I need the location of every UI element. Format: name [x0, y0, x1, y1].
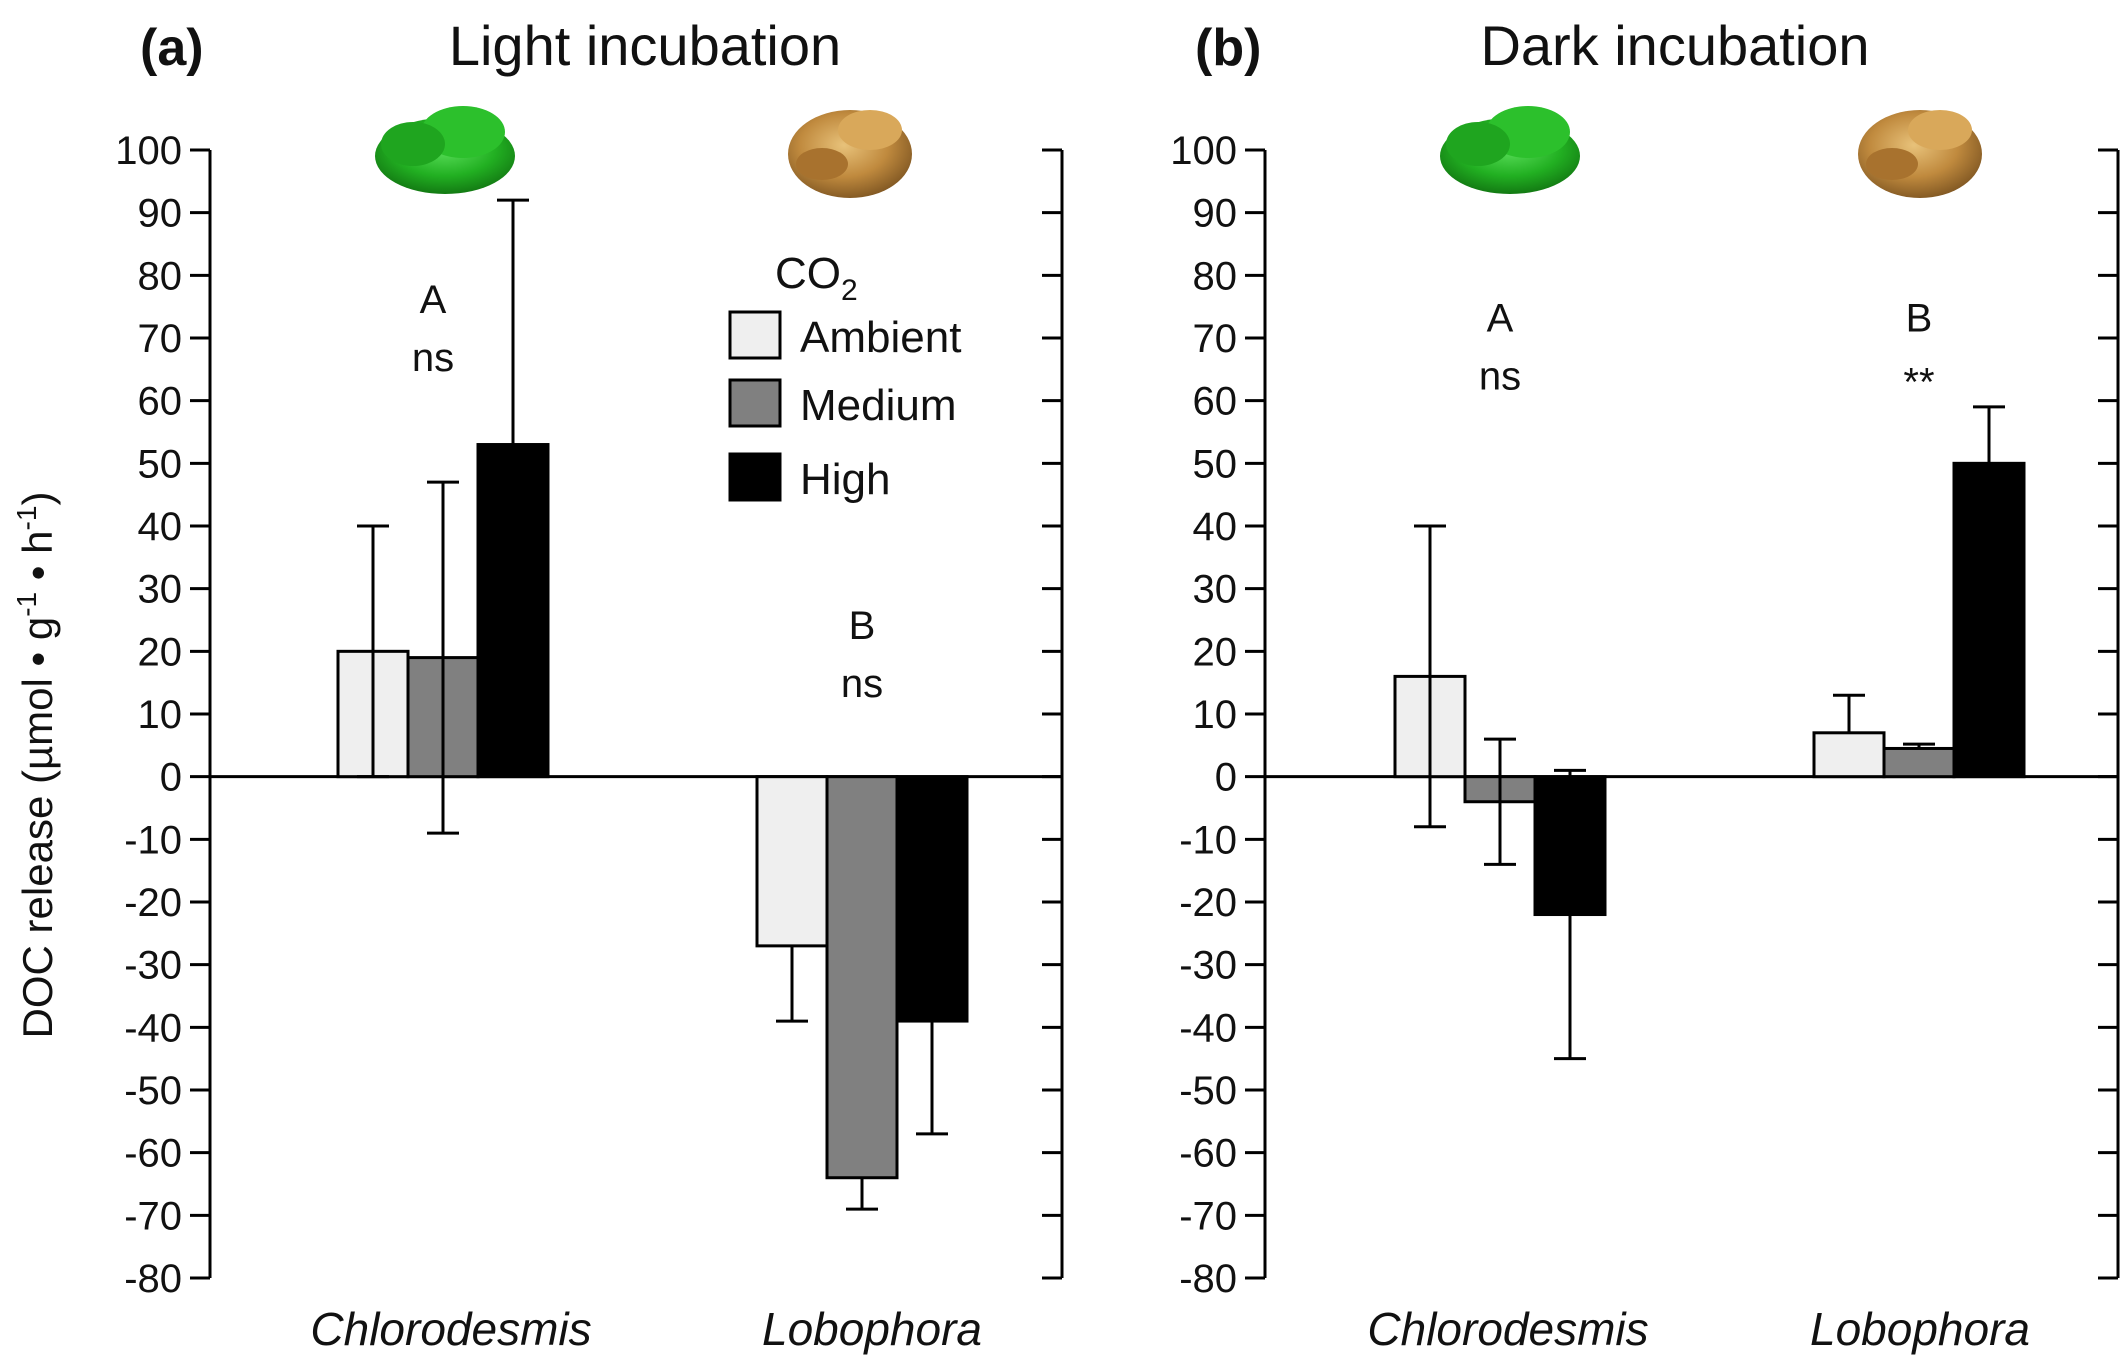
y-tick-label: 40 — [1193, 505, 1238, 549]
y-tick-label: 80 — [138, 254, 183, 298]
green-algae-icon — [1440, 106, 1580, 194]
green-algae-icon — [375, 106, 515, 194]
y-tick-label: 30 — [138, 568, 183, 612]
brown-algae-lobe — [1908, 110, 1972, 150]
y-axis-label: DOC release (µmol • g-1 • h-1) — [11, 492, 61, 1039]
brown-algae-lobe — [796, 148, 848, 180]
y-tick-label: 90 — [138, 192, 183, 236]
y-tick-label: -30 — [1179, 944, 1237, 988]
y-tick-label: 70 — [1193, 317, 1238, 361]
panel-title: Light incubation — [449, 14, 841, 77]
panel-title: Dark incubation — [1480, 14, 1869, 77]
y-tick-label: 0 — [1215, 756, 1237, 800]
y-tick-label: 70 — [138, 317, 183, 361]
bar-high-lobophora — [1952, 461, 2026, 779]
brown-algae-icon — [788, 110, 912, 198]
annotation-significance: ns — [412, 336, 454, 380]
y-tick-label: -60 — [124, 1132, 182, 1176]
y-tick-label: -50 — [124, 1069, 182, 1113]
green-algae-tuft — [1446, 122, 1510, 166]
panel-label: (b) — [1195, 19, 1261, 77]
bar-high-lobophora — [895, 775, 969, 1023]
y-tick-label: -20 — [124, 881, 182, 925]
legend-label-medium: Medium — [800, 381, 957, 430]
brown-algae-icon — [1858, 110, 1982, 198]
bar-high-chlorodesmis — [476, 443, 550, 779]
y-tick-label: 30 — [1193, 568, 1238, 612]
y-tick-label: 40 — [138, 505, 183, 549]
y-tick-label: 10 — [1193, 693, 1238, 737]
brown-algae-lobe — [1866, 148, 1918, 180]
y-tick-label: -20 — [1179, 881, 1237, 925]
annotation-significance: ** — [1903, 361, 1934, 405]
legend-label-ambient: Ambient — [800, 313, 961, 362]
bar-medium-lobophora — [825, 775, 899, 1180]
y-tick-label: 50 — [1193, 442, 1238, 486]
y-tick-label: -10 — [1179, 818, 1237, 862]
bar-ambient-lobophora — [1812, 731, 1886, 779]
bar-ambient-lobophora — [755, 775, 829, 948]
category-label-lobophora: Lobophora — [1810, 1303, 2030, 1355]
bar-medium-lobophora — [1882, 746, 1956, 779]
legend-title: CO2 — [775, 249, 858, 307]
y-tick-label: 20 — [1193, 630, 1238, 674]
y-tick-label: 10 — [138, 693, 183, 737]
annotation-letter: B — [1906, 297, 1933, 341]
legend: CO2 Ambient Medium High — [728, 249, 961, 504]
y-tick-label: 60 — [1193, 380, 1238, 424]
green-algae-tuft — [381, 122, 445, 166]
category-label-chlorodesmis: Chlorodesmis — [310, 1303, 591, 1355]
y-tick-label: -80 — [124, 1257, 182, 1301]
legend-swatch-high — [728, 452, 782, 502]
y-tick-label: 80 — [1193, 254, 1238, 298]
panel-label: (a) — [140, 19, 204, 77]
category-label-chlorodesmis: Chlorodesmis — [1367, 1303, 1648, 1355]
y-tick-label: -60 — [1179, 1132, 1237, 1176]
y-tick-label: -10 — [124, 818, 182, 862]
y-tick-label: -30 — [124, 944, 182, 988]
y-tick-label: 0 — [160, 756, 182, 800]
brown-algae-lobe — [838, 110, 902, 150]
panel-a: (a) Light incubation100908070605040302010… — [115, 14, 1064, 1355]
y-tick-label: -70 — [1179, 1194, 1237, 1238]
y-tick-label: 60 — [138, 380, 183, 424]
y-tick-label: -40 — [1179, 1006, 1237, 1050]
y-tick-label: 100 — [1170, 129, 1237, 173]
annotation-significance: ns — [841, 662, 883, 706]
y-tick-label: -80 — [1179, 1257, 1237, 1301]
y-tick-label: 100 — [115, 129, 182, 173]
category-label-lobophora: Lobophora — [762, 1303, 982, 1355]
y-tick-label: -70 — [124, 1194, 182, 1238]
annotation-significance: ns — [1479, 355, 1521, 399]
legend-swatch-ambient — [728, 310, 782, 360]
y-tick-label: 20 — [138, 630, 183, 674]
y-tick-label: 90 — [1193, 192, 1238, 236]
annotation-letter: A — [1487, 297, 1514, 341]
annotation-letter: B — [849, 604, 876, 648]
legend-swatch-medium — [728, 378, 782, 428]
y-tick-label: -50 — [1179, 1069, 1237, 1113]
annotation-letter: A — [420, 278, 447, 322]
legend-label-high: High — [800, 455, 891, 504]
y-tick-label: -40 — [124, 1006, 182, 1050]
y-tick-label: 50 — [138, 442, 183, 486]
panel-b: (b) Dark incubation1009080706050403020100… — [1170, 14, 2120, 1355]
